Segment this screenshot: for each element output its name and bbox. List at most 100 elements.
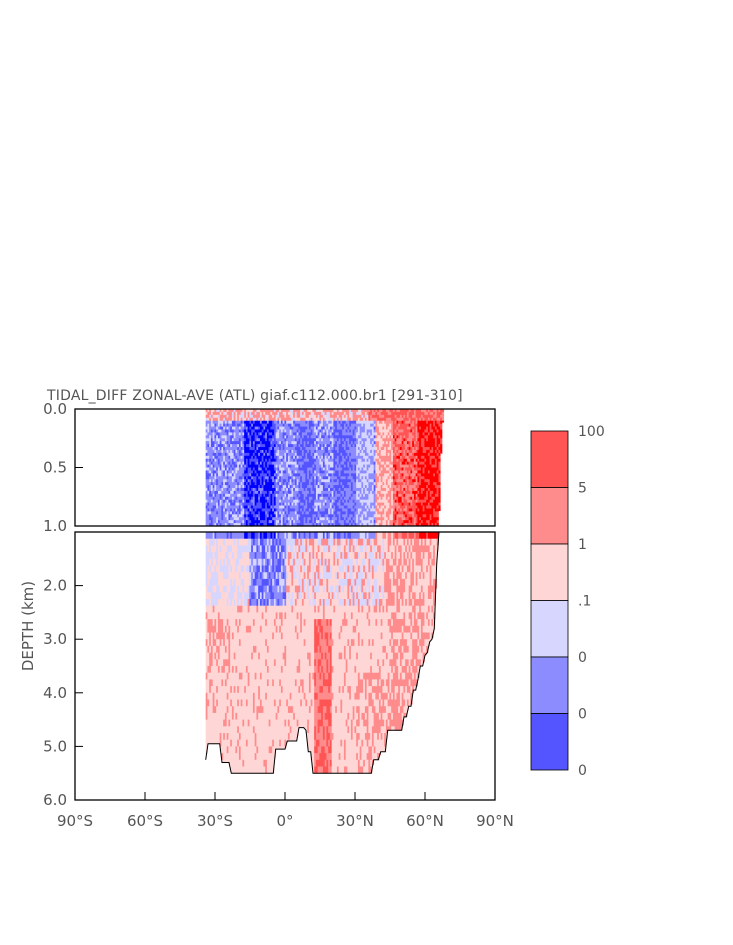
field-cell xyxy=(289,496,292,501)
field-cell xyxy=(210,517,214,521)
field-cell xyxy=(375,429,378,433)
field-cell xyxy=(216,470,219,474)
field-cell xyxy=(210,464,214,468)
field-cell xyxy=(275,508,278,512)
field-cell xyxy=(308,476,312,480)
field-cell xyxy=(352,420,355,425)
field-cell xyxy=(377,449,380,454)
field-cell xyxy=(240,452,243,457)
field-cell xyxy=(221,455,224,460)
field-cell xyxy=(224,511,228,515)
field-cell xyxy=(279,420,282,425)
field-cell xyxy=(382,409,385,413)
field-cell xyxy=(259,523,263,526)
field-cell xyxy=(328,520,331,524)
field-cell xyxy=(419,508,422,512)
field-cell xyxy=(322,482,326,486)
field-cell xyxy=(342,520,345,524)
field-cell xyxy=(398,496,401,501)
field-cell xyxy=(209,452,212,457)
field-cell xyxy=(307,409,310,413)
field-cell xyxy=(392,496,396,501)
field-cell xyxy=(405,514,408,518)
field-cell xyxy=(228,441,231,445)
field-cell xyxy=(392,520,396,524)
field-cell xyxy=(296,511,299,515)
field-cell xyxy=(373,505,376,509)
field-cell xyxy=(370,496,373,501)
field-cell xyxy=(314,444,317,448)
field-cell xyxy=(272,508,275,512)
field-cell xyxy=(399,461,403,465)
field-cell xyxy=(359,438,362,442)
field-cell xyxy=(401,485,404,489)
field-cell xyxy=(317,447,320,451)
field-cell xyxy=(245,499,249,503)
field-cell xyxy=(266,449,270,454)
field-cell xyxy=(270,423,273,427)
field-cell xyxy=(284,417,287,422)
field-cell xyxy=(224,452,228,457)
field-cell xyxy=(258,496,261,501)
field-cell xyxy=(378,452,382,457)
field-cell xyxy=(223,447,226,451)
field-cell xyxy=(408,502,411,506)
field-cell xyxy=(252,411,256,416)
field-cell xyxy=(371,485,375,489)
field-cell xyxy=(284,426,287,430)
field-cell xyxy=(370,493,373,498)
field-cell xyxy=(394,482,397,486)
field-cell xyxy=(422,414,425,419)
field-cell xyxy=(391,473,394,477)
field-cell xyxy=(343,476,347,480)
field-cell xyxy=(413,435,417,439)
field-cell xyxy=(268,520,271,524)
field-cell xyxy=(336,490,340,495)
field-cell xyxy=(359,514,362,518)
field-cell xyxy=(212,520,215,524)
field-cell xyxy=(217,464,221,468)
field-cell xyxy=(244,409,247,413)
field-cell xyxy=(308,449,312,454)
field-cell xyxy=(240,476,243,480)
field-cell xyxy=(268,487,271,492)
field-cell xyxy=(321,493,324,498)
field-cell xyxy=(349,487,352,492)
field-cell xyxy=(345,508,348,512)
field-cell xyxy=(329,479,333,483)
field-cell xyxy=(352,455,355,460)
field-cell xyxy=(305,470,308,474)
field-cell xyxy=(223,455,226,460)
field-cell xyxy=(375,455,378,460)
field-cell xyxy=(349,523,352,526)
field-cell xyxy=(209,485,212,489)
field-cell xyxy=(296,447,299,451)
field-cell xyxy=(240,487,243,492)
field-cell xyxy=(212,514,215,518)
field-cell xyxy=(226,520,229,524)
field-cell xyxy=(282,523,285,526)
field-cell xyxy=(413,411,417,416)
field-cell xyxy=(265,487,268,492)
field-cell xyxy=(261,473,264,477)
field-cell xyxy=(321,429,324,433)
field-cell xyxy=(282,455,285,460)
field-cell xyxy=(268,417,271,422)
field-cell xyxy=(406,423,410,427)
field-cell xyxy=(413,485,417,489)
field-cell xyxy=(380,455,383,460)
field-cell xyxy=(219,414,222,419)
field-cell xyxy=(256,438,259,442)
field-cell xyxy=(405,470,408,474)
field-cell xyxy=(219,458,222,463)
field-cell xyxy=(422,493,425,498)
field-cell xyxy=(350,411,354,416)
field-cell xyxy=(247,441,250,445)
field-cell xyxy=(345,435,348,439)
field-cell xyxy=(319,479,322,483)
field-cell xyxy=(314,455,317,460)
field-cell xyxy=(377,458,380,463)
field-cell xyxy=(231,409,235,413)
field-cell xyxy=(268,502,271,506)
field-cell xyxy=(245,490,249,495)
